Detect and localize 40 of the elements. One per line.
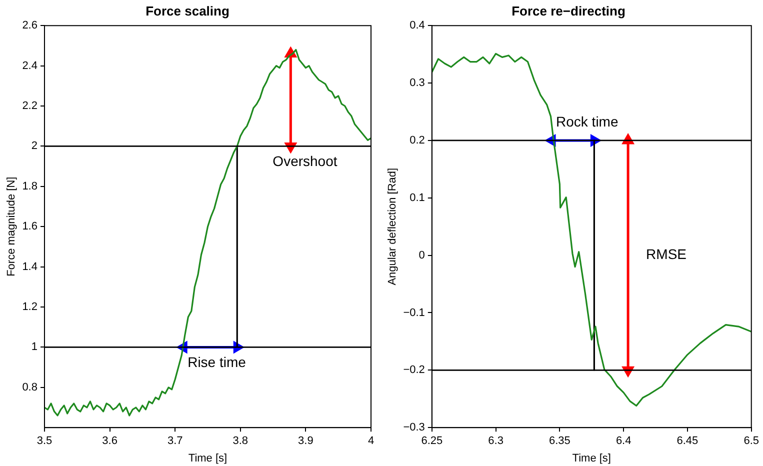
y-tick-label: 0.2 <box>410 134 425 146</box>
chart-title: Force re−directing <box>512 3 626 18</box>
y-tick-label: 1 <box>31 341 38 354</box>
y-tick-label: 1.2 <box>22 301 38 314</box>
y-axis-title: Angular deflection [Rad] <box>386 168 399 286</box>
y-axis-title: Force magnitude [N] <box>6 176 18 276</box>
annotation: Overshoot <box>272 153 338 170</box>
x-axis-title: Time [s] <box>572 452 611 464</box>
annotation: Rock time <box>556 113 618 130</box>
x-tick-label: 6.25 <box>421 435 443 448</box>
y-tick-label: 0.4 <box>410 20 425 32</box>
x-tick-label: 6.5 <box>744 435 760 448</box>
annotation: Rise time <box>188 354 246 370</box>
y-tick-label: 1.6 <box>22 220 38 233</box>
x-tick-label: 3.8 <box>232 435 248 448</box>
y-tick-label: −0.3 <box>403 422 425 434</box>
annotation: RMSE <box>646 246 687 262</box>
x-tick-label: 3.7 <box>167 435 183 448</box>
x-tick-label: 6.3 <box>488 435 504 448</box>
y-tick-label: −0.1 <box>403 306 425 319</box>
y-tick-label: 2.2 <box>22 100 38 112</box>
x-axis-title: Time [s] <box>188 452 228 464</box>
y-tick-label: 2 <box>31 140 38 152</box>
y-tick-label: 2.4 <box>22 60 38 72</box>
y-tick-label: 2.6 <box>22 20 38 32</box>
y-tick-label: −0.2 <box>403 364 425 376</box>
x-tick-label: 6.4 <box>616 435 632 448</box>
y-tick-label: 1.8 <box>22 180 38 192</box>
y-tick-label: 0.8 <box>22 381 38 394</box>
x-tick-label: 3.9 <box>298 435 314 448</box>
y-tick-label: 0.1 <box>410 192 425 204</box>
y-tick-label: 0.3 <box>410 77 425 90</box>
y-tick-label: 0 <box>418 249 425 262</box>
x-tick-label: 3.5 <box>36 435 52 448</box>
x-tick-label: 4 <box>368 435 374 448</box>
chart-title: Force scaling <box>146 3 230 18</box>
x-tick-label: 6.45 <box>676 435 698 448</box>
x-tick-label: 3.6 <box>102 435 118 448</box>
x-tick-label: 6.35 <box>548 435 570 448</box>
y-tick-label: 1.4 <box>22 260 38 273</box>
